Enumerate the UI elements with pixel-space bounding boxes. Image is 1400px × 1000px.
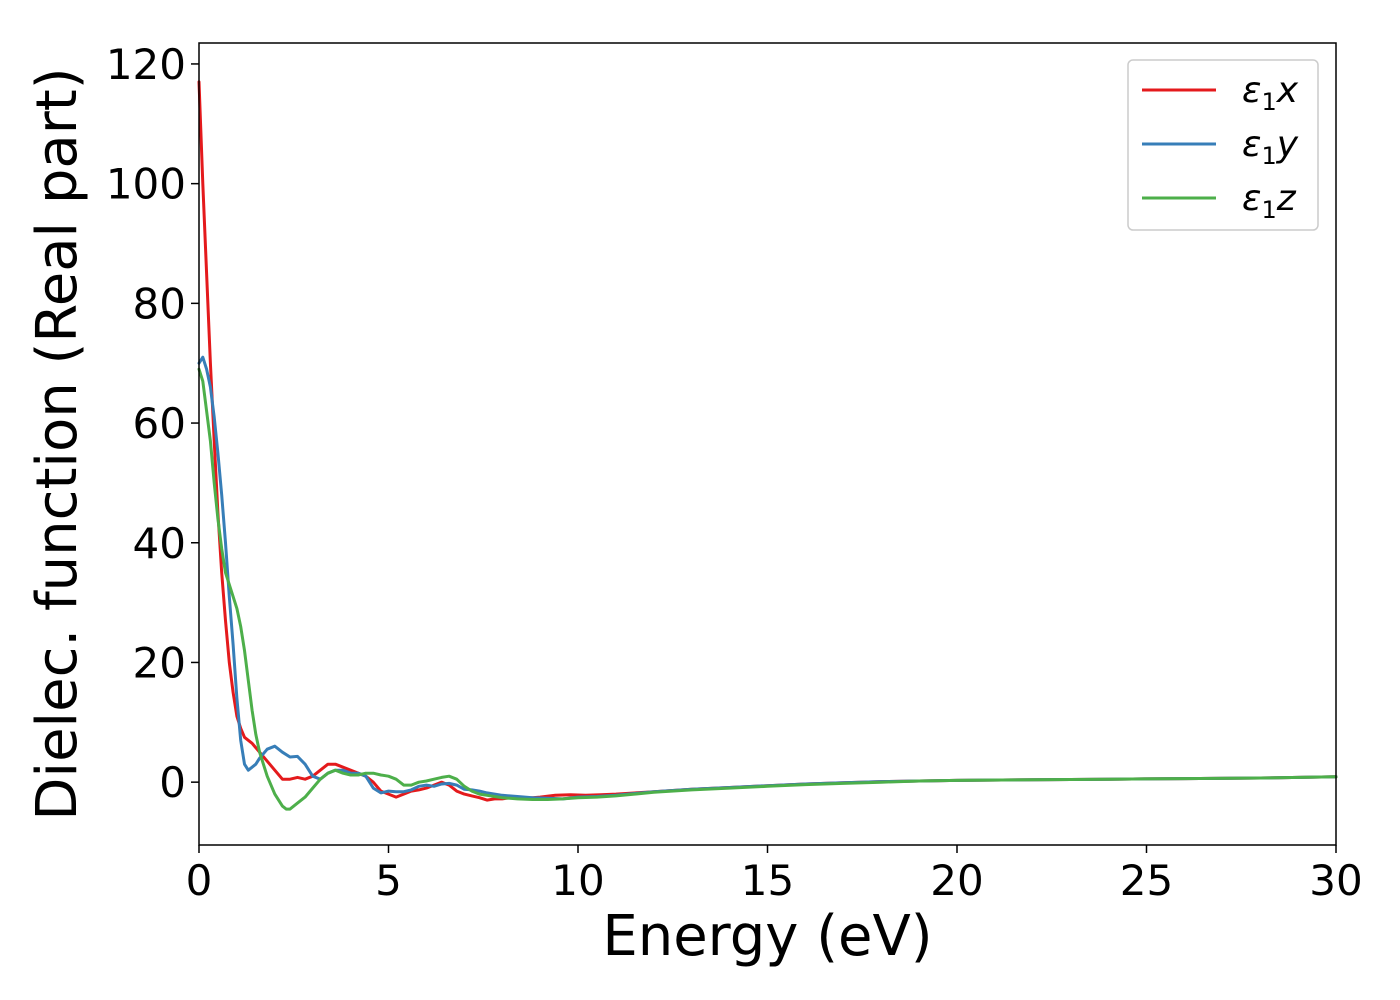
y-tick-label: 120 — [106, 40, 186, 89]
y-tick-label: 100 — [106, 160, 186, 209]
x-tick-label: 25 — [1120, 856, 1173, 905]
series-layer — [197, 80, 1338, 811]
y-tick-label: 20 — [133, 638, 186, 687]
legend-label-z: ε1z — [1242, 178, 1297, 224]
legend-box — [1127, 59, 1319, 231]
x-tick-label: 0 — [186, 856, 213, 905]
legend-label-x: ε1x — [1242, 70, 1299, 116]
series-line-z — [197, 367, 1338, 811]
y-axis: 0 20 40 60 80 100 120 — [106, 40, 199, 807]
legend-label-y: ε1y — [1242, 124, 1299, 170]
y-axis-label: Dielec. function (Real part) — [25, 67, 90, 820]
x-tick-label: 5 — [375, 856, 402, 905]
y-tick-label: 0 — [159, 758, 186, 807]
y-tick-label: 60 — [133, 399, 186, 448]
legend: ε1x ε1y ε1z — [1127, 59, 1319, 231]
x-tick-label: 20 — [930, 856, 983, 905]
x-tick-label: 10 — [551, 856, 604, 905]
x-tick-label: 15 — [741, 856, 794, 905]
x-tick-label: 30 — [1309, 856, 1362, 905]
y-tick-label: 40 — [133, 519, 186, 568]
y-tick-label: 80 — [133, 279, 186, 328]
x-axis: 0 5 10 15 20 25 30 — [186, 845, 1363, 905]
x-axis-label: Energy (eV) — [602, 904, 932, 969]
